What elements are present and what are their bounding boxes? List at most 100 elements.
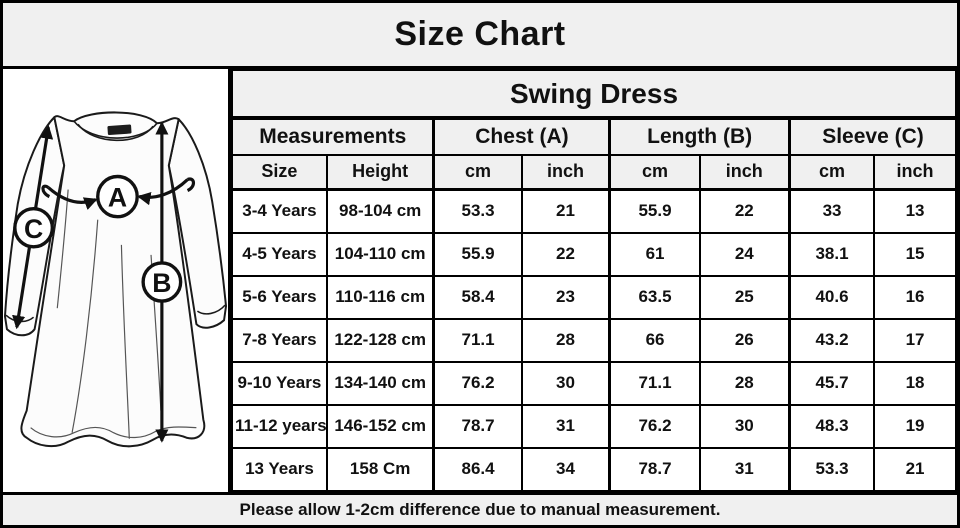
table-cell: 9-10 Years — [231, 360, 328, 406]
table-cell: 26 — [698, 317, 791, 363]
table-cell: 76.2 — [608, 403, 701, 449]
table-cell: 31 — [698, 446, 791, 493]
dress-diagram-svg: A B C — [3, 111, 228, 448]
page-title: Size Chart — [3, 3, 957, 69]
table-cell: 134-140 cm — [325, 360, 435, 406]
product-header-row: Swing Dress — [231, 69, 957, 120]
skirt-fold — [56, 189, 69, 309]
table-cell: 71.1 — [608, 360, 701, 406]
group-chest: Chest (A) — [432, 117, 611, 156]
table-cell: 78.7 — [432, 403, 523, 449]
table-cell: 43.2 — [787, 317, 876, 363]
dress-measurement-diagram: A B C — [3, 69, 231, 492]
col-length-inch: inch — [698, 154, 791, 191]
table-row: 3-4 Years 98-104 cm 53.3 21 55.9 22 33 13 — [231, 188, 957, 234]
table-cell: 53.3 — [787, 446, 876, 493]
table-cell: 55.9 — [432, 231, 523, 277]
table-cell: 22 — [698, 188, 791, 234]
table-cell: 45.7 — [787, 360, 876, 406]
table-cell: 22 — [520, 231, 611, 277]
table-cell: 30 — [520, 360, 611, 406]
chest-arrow-right-curl — [186, 177, 196, 193]
table-cell: 21 — [520, 188, 611, 234]
col-length-cm: cm — [608, 154, 701, 191]
col-sleeve-inch: inch — [873, 154, 957, 191]
table-cell: 7-8 Years — [231, 317, 328, 363]
table-cell: 66 — [608, 317, 701, 363]
column-group-row: Measurements Chest (A) Length (B) Sleeve… — [231, 117, 957, 156]
table-cell: 21 — [873, 446, 957, 493]
table-cell: 16 — [873, 274, 957, 320]
table-row: 11-12 years 146-152 cm 78.7 31 76.2 30 48.3 19 — [231, 403, 957, 449]
table-cell: 110-116 cm — [325, 274, 435, 320]
table-cell: 15 — [873, 231, 957, 277]
table-cell: 17 — [873, 317, 957, 363]
size-table-container: Swing Dress Measurements Chest (A) Lengt… — [231, 69, 957, 493]
dress-right-sleeve — [167, 118, 228, 329]
marker-c-label: C — [24, 214, 43, 244]
table-cell: 28 — [520, 317, 611, 363]
table-cell: 5-6 Years — [231, 274, 328, 320]
table-cell: 53.3 — [432, 188, 523, 234]
table-cell: 122-128 cm — [325, 317, 435, 363]
table-cell: 4-5 Years — [231, 231, 328, 277]
table-cell: 58.4 — [432, 274, 523, 320]
table-cell: 78.7 — [608, 446, 701, 493]
col-height: Height — [325, 154, 435, 191]
table-row: 7-8 Years 122-128 cm 71.1 28 66 26 43.2 17 — [231, 317, 957, 363]
skirt-fold — [120, 244, 130, 439]
table-cell: 71.1 — [432, 317, 523, 363]
table-cell: 76.2 — [432, 360, 523, 406]
table-cell: 38.1 — [787, 231, 876, 277]
table-cell: 30 — [698, 403, 791, 449]
footnote: Please allow 1-2cm difference due to man… — [3, 492, 957, 525]
group-length: Length (B) — [608, 117, 791, 156]
table-cell: 11-12 years — [231, 403, 328, 449]
group-sleeve: Sleeve (C) — [787, 117, 957, 156]
table-cell: 3-4 Years — [231, 188, 328, 234]
table-cell: 13 Years — [231, 446, 328, 493]
content-area: A B C Swing Dress — [3, 69, 957, 493]
sub-header-row: Size Height cm inch cm inch cm inch — [231, 154, 957, 191]
marker-a-circle — [96, 174, 139, 219]
table-cell: 18 — [873, 360, 957, 406]
col-chest-inch: inch — [520, 154, 611, 191]
table-row: 5-6 Years 110-116 cm 58.4 23 63.5 25 40.6 16 — [231, 274, 957, 320]
product-name: Swing Dress — [231, 69, 957, 120]
table-cell: 25 — [698, 274, 791, 320]
group-measurements: Measurements — [231, 117, 435, 156]
table-cell: 48.3 — [787, 403, 876, 449]
table-cell: 63.5 — [608, 274, 701, 320]
table-cell: 28 — [698, 360, 791, 406]
marker-a-label: A — [108, 182, 127, 212]
marker-b-circle — [141, 261, 183, 303]
table-row: 13 Years 158 Cm 86.4 34 78.7 31 53.3 21 — [231, 446, 957, 493]
table-cell: 40.6 — [787, 274, 876, 320]
table-cell: 19 — [873, 403, 957, 449]
table-cell: 158 Cm — [325, 446, 435, 493]
table-cell: 34 — [520, 446, 611, 493]
size-table: Swing Dress Measurements Chest (A) Lengt… — [231, 69, 957, 493]
right-cuff-line — [196, 304, 226, 315]
neck-label-tag — [107, 124, 132, 136]
marker-c-circle — [13, 206, 55, 249]
table-row: 9-10 Years 134-140 cm 76.2 30 71.1 28 45.7 18 — [231, 360, 957, 406]
table-cell: 31 — [520, 403, 611, 449]
table-cell: 33 — [787, 188, 876, 234]
col-chest-cm: cm — [432, 154, 523, 191]
table-cell: 13 — [873, 188, 957, 234]
table-cell: 55.9 — [608, 188, 701, 234]
table-row: 4-5 Years 104-110 cm 55.9 22 61 24 38.1 15 — [231, 231, 957, 277]
table-cell: 86.4 — [432, 446, 523, 493]
table-cell: 61 — [608, 231, 701, 277]
table-cell: 24 — [698, 231, 791, 277]
dress-collar-inner — [77, 123, 154, 142]
marker-b-label: B — [152, 268, 171, 298]
col-size: Size — [231, 154, 328, 191]
table-cell: 146-152 cm — [325, 403, 435, 449]
table-cell: 23 — [520, 274, 611, 320]
skirt-fold — [71, 219, 99, 433]
table-cell: 98-104 cm — [325, 188, 435, 234]
col-sleeve-cm: cm — [787, 154, 876, 191]
